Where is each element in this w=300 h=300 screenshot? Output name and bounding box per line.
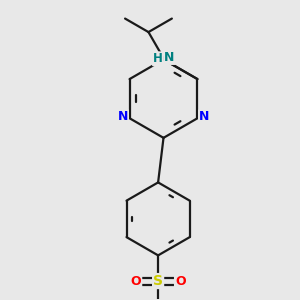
Text: S: S xyxy=(153,274,163,288)
Text: N: N xyxy=(118,110,128,123)
Text: O: O xyxy=(175,274,186,287)
Text: H: H xyxy=(153,52,163,65)
Text: N: N xyxy=(199,110,209,123)
Text: N: N xyxy=(164,51,175,64)
Text: O: O xyxy=(130,274,141,287)
